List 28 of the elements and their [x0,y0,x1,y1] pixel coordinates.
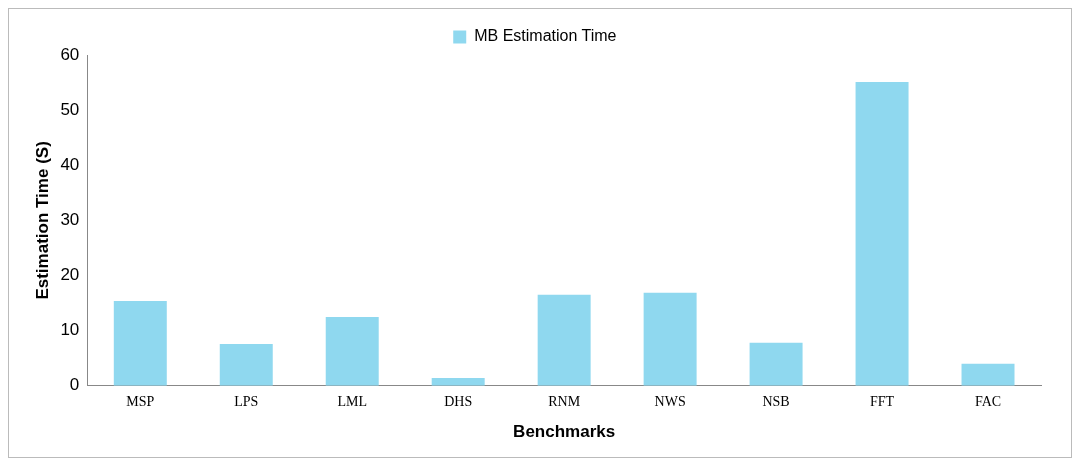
y-tick-label: 50 [60,99,80,119]
bar [325,316,379,386]
x-tick-label: RNM [548,393,581,409]
x-tick-label: LPS [234,393,259,409]
y-tick-label: 10 [60,320,80,340]
y-axis-title: Estimation Time (S) [32,141,52,300]
bar [537,294,591,386]
y-tick-label: 20 [60,265,80,285]
x-tick-label: FFT [869,393,895,409]
bar [431,378,485,386]
y-tick-label: 40 [60,154,80,174]
y-tick-label: 60 [60,44,80,64]
bar [643,292,697,386]
x-tick-label: NSB [762,393,790,409]
bar [219,343,273,386]
x-tick-label: LML [337,393,367,409]
legend-label: MB Estimation Time [474,27,617,45]
x-tick-label: FAC [974,393,1002,409]
x-axis-title: Benchmarks [513,422,616,442]
bar [855,82,909,386]
y-tick-label: 30 [60,210,80,230]
y-tick-label: 0 [69,375,80,395]
bar [749,342,803,386]
x-tick-label: DHS [444,393,473,409]
x-tick-label: MSP [126,393,155,409]
bar [113,300,167,386]
bar [961,363,1015,386]
x-tick-label: NWS [654,393,686,409]
